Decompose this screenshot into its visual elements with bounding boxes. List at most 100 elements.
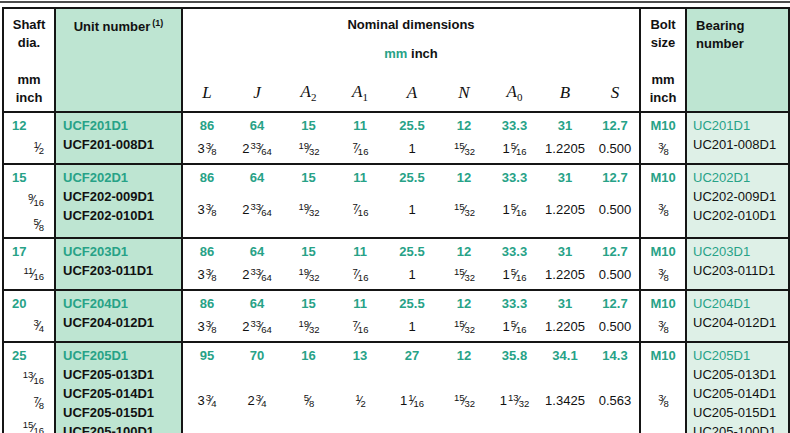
bolt-mm-value: M10 — [641, 346, 685, 365]
table-row: 1711⁄16UCF203D1UCF203-011D18633⁄864233⁄6… — [3, 238, 789, 290]
dim-mm-value: 31 — [539, 242, 591, 261]
dim-cell-j: 7023⁄4 — [231, 342, 283, 433]
bolt-size-cell: M103⁄8 — [640, 342, 686, 433]
dim-cell-a: 2711⁄16 — [386, 342, 438, 433]
shaft-mm-value: 15 — [4, 168, 54, 187]
bearing-primary: UC205D1 — [687, 346, 788, 365]
unit-primary: UCF205D1 — [56, 346, 181, 365]
dim-mm-value: 86 — [183, 116, 231, 135]
table-row: 203⁄4UCF204D1UCF204-012D18633⁄864233⁄641… — [3, 290, 789, 342]
dim-mm-value: 12 — [438, 346, 490, 365]
dim-mm-value: 25.5 — [386, 116, 438, 135]
dim-mm-value: 14.3 — [591, 346, 639, 365]
shaft-dia-cell: 121⁄2 — [3, 112, 55, 164]
dim-cell-a: 25.51 — [386, 290, 438, 342]
dim-cell-j: 64233⁄64 — [231, 112, 283, 164]
dim-cell-j: 64 233⁄64 — [231, 290, 283, 342]
bearing-variant: UC201-008D1 — [687, 135, 788, 154]
dim-cell-a2: 15 19⁄32 — [283, 290, 334, 342]
dim-cell-a: 25.51 — [386, 164, 438, 238]
bolt-mm-value: M10 — [641, 294, 685, 313]
header-shaft-dia: Shaft dia. mm inch — [3, 8, 55, 112]
dim-mm-value: 12.7 — [591, 168, 639, 187]
dim-mm-value: 33.3 — [490, 242, 539, 261]
dim-mm-value: 12.7 — [591, 242, 639, 261]
dim-inch-value: 15⁄16 — [502, 140, 526, 157]
unit-number-cell: UCF205D1UCF205-013D1UCF205-014D1UCF205-0… — [55, 342, 182, 433]
unit-number-cell: UCF202D1UCF202-009D1UCF202-010D1 — [55, 164, 182, 238]
bearing-variant: UC204-012D1 — [687, 313, 788, 332]
dim-inch-value: 0.500 — [599, 202, 632, 217]
bearing-variant: UC205-013D1 — [687, 365, 788, 384]
dim-cell-a1: 117⁄16 — [334, 290, 386, 342]
dim-mm-value: 64 — [231, 242, 283, 261]
unit-variant: UCF201-008D1 — [56, 135, 181, 154]
bolt-mm-value: M10 — [641, 168, 685, 187]
dim-inch-value: 1 — [408, 267, 415, 282]
unit-number-cell: UCF204D1UCF204-012D1 — [55, 290, 182, 342]
shaft-inch-value: 3⁄4 — [4, 313, 54, 338]
dim-inch-value: 0.563 — [599, 393, 632, 408]
unit-variant: UCF204-012D1 — [56, 313, 181, 332]
bearing-variant: UC203-011D1 — [687, 261, 788, 280]
dim-mm-value: 11 — [334, 242, 386, 261]
bearing-number-cell: UC204D1UC204-012D1 — [686, 290, 789, 342]
dim-inch-value: 15⁄32 — [453, 201, 475, 218]
shaft-dia-cell: 159⁄165⁄8 — [3, 164, 55, 238]
dim-inch-value: 15⁄32 — [453, 140, 475, 157]
dim-cell-a: 25.51 — [386, 238, 438, 290]
bearing-primary: UC203D1 — [687, 242, 788, 261]
bearing-primary: UC204D1 — [687, 294, 788, 313]
dim-inch-value: 19⁄32 — [297, 318, 319, 335]
nominal-mm-label: mm — [384, 46, 407, 61]
dim-cell-a1: 117⁄16 — [334, 112, 386, 164]
dim-mm-value: 33.3 — [490, 116, 539, 135]
dim-cell-s: 14.3 0.563 — [591, 342, 640, 433]
dim-inch-value: 15⁄16 — [502, 318, 526, 335]
dim-inch-value: 15⁄16 — [502, 266, 526, 283]
header-col-l: L — [182, 74, 231, 112]
dim-mm-value: 33.3 — [490, 294, 539, 313]
dim-mm-value: 12 — [438, 168, 490, 187]
unit-number-footnote: (1) — [152, 18, 163, 28]
dim-cell-j: 64233⁄64 — [231, 238, 283, 290]
dim-mm-value: 11 — [334, 294, 386, 313]
dim-inch-value: 19⁄32 — [297, 140, 319, 157]
header-bolt-size: Bolt size mm inch — [640, 8, 686, 112]
dim-inch-value: 33⁄8 — [198, 318, 217, 335]
dim-inch-value: 1.2205 — [545, 202, 585, 217]
bearing-variant: UC205-100D1 — [687, 422, 788, 433]
dim-mm-value: 64 — [231, 294, 283, 313]
dim-mm-value: 70 — [231, 346, 283, 365]
dim-mm-value: 86 — [183, 294, 231, 313]
shaft-dia-cell: 1711⁄16 — [3, 238, 55, 290]
dim-inch-value: 19⁄32 — [297, 266, 319, 283]
dim-mm-value: 86 — [183, 168, 231, 187]
shaft-inch-value: 1⁄2 — [4, 135, 54, 160]
dim-inch-value: 19⁄32 — [297, 201, 319, 218]
bolt-size-cell: M10 3⁄8 — [640, 164, 686, 238]
bearing-variant: UC205-015D1 — [687, 403, 788, 422]
dim-mm-value: 12.7 — [591, 116, 639, 135]
bearing-primary: UC201D1 — [687, 116, 788, 135]
dim-mm-value: 12 — [438, 116, 490, 135]
bolt-mm-value: M10 — [641, 242, 685, 261]
dim-inch-value: 33⁄4 — [198, 392, 217, 409]
header-col-a: A — [386, 74, 438, 112]
dim-cell-a0: 33.315⁄16 — [490, 164, 539, 238]
bolt-inch-value: 3⁄8 — [657, 201, 669, 218]
header-col-n: N — [438, 74, 490, 112]
header-col-b: B — [539, 74, 591, 112]
dim-mm-value: 15 — [283, 294, 334, 313]
bolt-inch-value: 3⁄8 — [657, 318, 669, 335]
dim-cell-a2: 1519⁄32 — [283, 112, 334, 164]
dim-cell-l: 8633⁄8 — [182, 164, 231, 238]
dim-cell-s: 12.70.500 — [591, 238, 640, 290]
shaft-dia-title-line1: Shaft — [13, 16, 46, 34]
dim-inch-value: 233⁄64 — [242, 318, 271, 335]
unit-number-cell: UCF201D1UCF201-008D1 — [55, 112, 182, 164]
dim-mm-value: 64 — [231, 116, 283, 135]
shaft-mm-value: 12 — [4, 116, 54, 135]
dim-inch-value: 1⁄2 — [354, 392, 366, 409]
bearing-number-cell: UC203D1UC203-011D1 — [686, 238, 789, 290]
